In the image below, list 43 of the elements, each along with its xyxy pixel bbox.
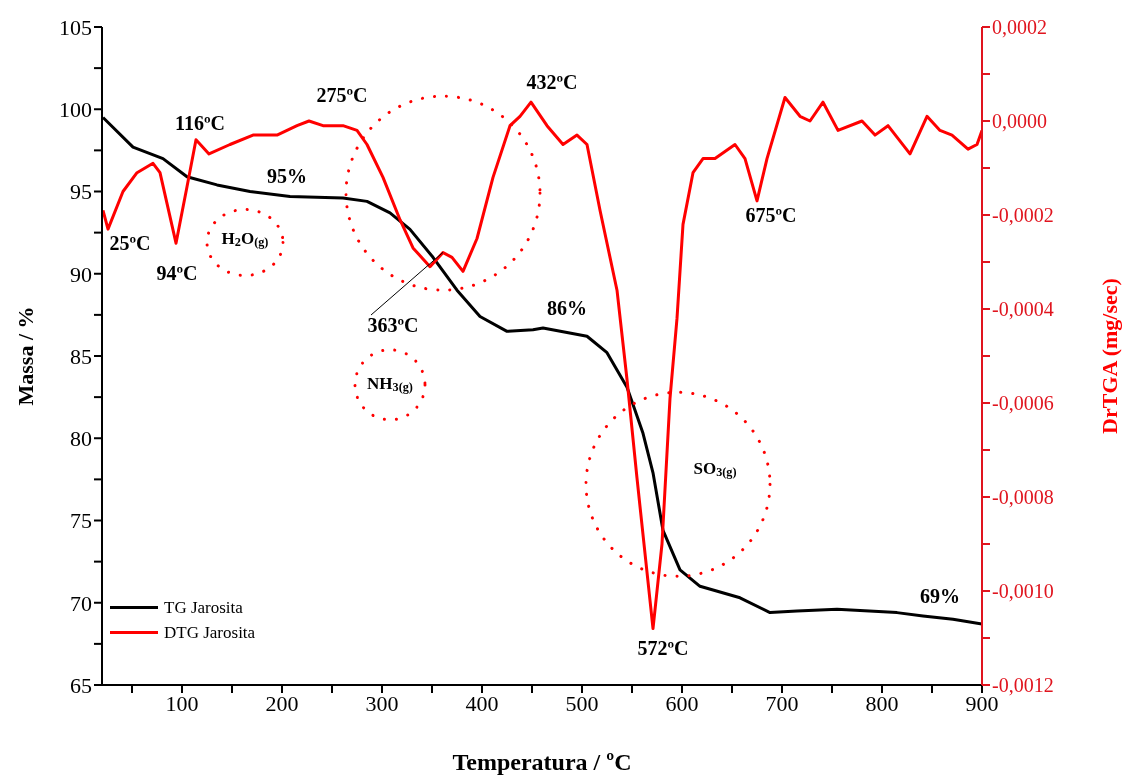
y2-tick-label: -0,0010 xyxy=(992,580,1054,603)
y-tick-label: 80 xyxy=(70,426,92,452)
y-tick-label: 70 xyxy=(70,590,92,616)
y2-tick-label: 0,0000 xyxy=(992,110,1047,133)
annotation: 675ºC xyxy=(745,203,797,226)
legend-label: TG Jarosita xyxy=(164,597,243,619)
x-tick-label: 400 xyxy=(465,690,499,716)
y-tick-label: 85 xyxy=(70,343,92,369)
annotation: 95% xyxy=(267,164,307,187)
x-tick-label: 100 xyxy=(165,690,199,716)
annotation: 572ºC xyxy=(637,636,689,659)
y-tick-label: 65 xyxy=(70,672,92,698)
legend-label: DTG Jarosita xyxy=(164,622,256,644)
annotation: H$_{2}$O$_{(g)}$ xyxy=(221,228,269,250)
x-tick-label: 500 xyxy=(565,690,599,716)
y-tick-label: 95 xyxy=(70,179,92,205)
annotation: 116ºC xyxy=(175,111,225,134)
y2-tick-label: -0,0006 xyxy=(992,392,1054,415)
x-tick-label: 200 xyxy=(265,690,299,716)
x-axis-title: Temperatura / ºC xyxy=(452,749,632,775)
y-axis-title: Massa / % xyxy=(13,306,39,406)
annotation: 86% xyxy=(547,296,587,319)
y2-tick-label: -0,0008 xyxy=(992,486,1054,509)
annotation: 94ºC xyxy=(156,261,198,284)
annotation: SO$_{3(g)}$ xyxy=(693,458,737,480)
y-tick-label: 100 xyxy=(59,97,92,123)
annotation: NH$_{3(g)}$ xyxy=(367,373,413,395)
annotation: 25ºC xyxy=(109,231,151,254)
y2-tick-label: -0,0002 xyxy=(992,204,1054,227)
y-tick-label: 105 xyxy=(59,14,92,40)
annotation: 432ºC xyxy=(526,70,578,93)
annotation: 275ºC xyxy=(316,83,368,106)
y-tick-label: 75 xyxy=(70,508,92,534)
annotation: 69% xyxy=(920,584,960,607)
y2-axis-title: DrTGA (mg/sec) xyxy=(1097,278,1123,434)
x-tick-label: 600 xyxy=(665,690,699,716)
x-tick-label: 700 xyxy=(765,690,799,716)
y-tick-label: 90 xyxy=(70,261,92,287)
y2-tick-label: 0,0002 xyxy=(992,16,1047,39)
y2-tick-label: -0,0004 xyxy=(992,298,1054,321)
annotation: 363ºC xyxy=(367,313,419,336)
x-tick-label: 800 xyxy=(865,690,899,716)
x-tick-label: 300 xyxy=(365,690,399,716)
